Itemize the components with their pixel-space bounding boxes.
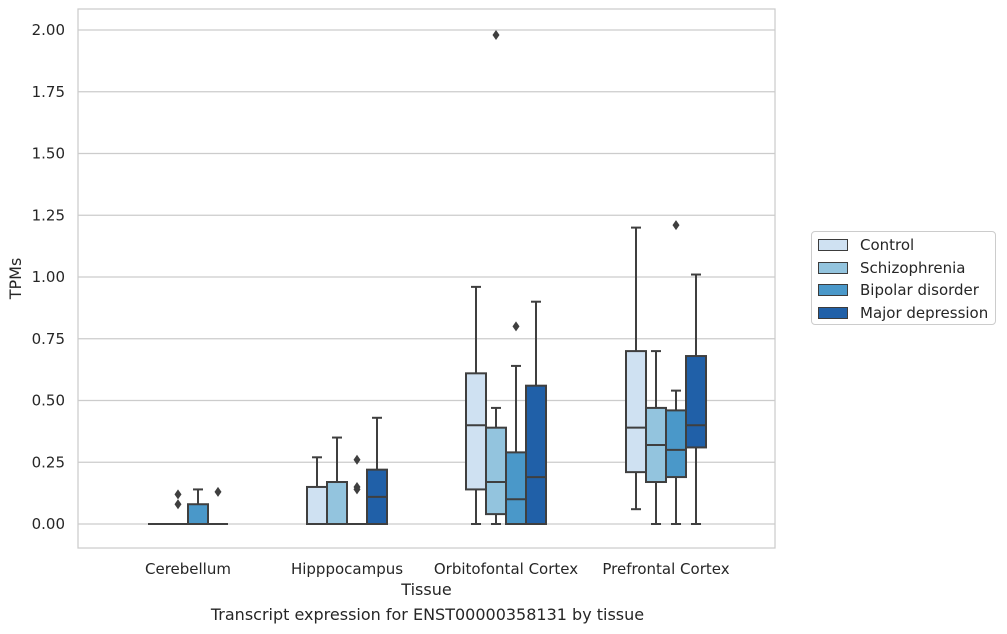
legend-swatch bbox=[818, 239, 848, 251]
box-group bbox=[168, 489, 188, 525]
box bbox=[525, 384, 547, 525]
box-group bbox=[208, 486, 228, 525]
legend-item: Schizophrenia bbox=[818, 257, 965, 279]
x-tick-labels: Cerebellum Hipppocampus Orbitofontal Corte… bbox=[145, 560, 730, 578]
x-tick-label: Hipppocampus bbox=[291, 560, 403, 578]
legend-label: Bipolar disorder bbox=[860, 281, 979, 299]
box-group bbox=[347, 454, 367, 525]
box-group bbox=[625, 226, 647, 511]
legend-swatch bbox=[818, 261, 848, 274]
x-tick-label: Orbitofontal Cortex bbox=[434, 560, 578, 578]
y-tick-label: 0.50 bbox=[32, 392, 65, 410]
box bbox=[326, 481, 348, 526]
outlier-point bbox=[174, 499, 182, 510]
box-group bbox=[485, 29, 507, 525]
outlier-point bbox=[174, 489, 182, 500]
legend-item: Major depression bbox=[818, 302, 988, 324]
box-group bbox=[326, 436, 348, 526]
y-tick-label: 2.00 bbox=[32, 21, 65, 39]
outlier-point bbox=[353, 481, 361, 492]
box-group bbox=[366, 416, 388, 526]
y-tick-label: 0.25 bbox=[32, 453, 65, 471]
y-tick-labels: 0.00 0.25 0.50 0.75 1.00 1.25 1.50 1.75 2.00 bbox=[32, 21, 65, 533]
x-tick-label: Cerebellum bbox=[145, 560, 231, 578]
box bbox=[665, 409, 687, 479]
box bbox=[625, 350, 647, 474]
box-group bbox=[465, 285, 487, 525]
outlier-point bbox=[672, 220, 680, 231]
box bbox=[465, 372, 487, 491]
box bbox=[187, 503, 209, 525]
y-tick-label: 0.00 bbox=[32, 515, 65, 533]
box-groups bbox=[148, 29, 707, 526]
box-group bbox=[685, 273, 707, 525]
legend-swatch bbox=[818, 306, 848, 319]
y-tick-label: 1.50 bbox=[32, 145, 65, 163]
box bbox=[306, 485, 328, 526]
legend-item: Bipolar disorder bbox=[818, 279, 979, 301]
box-group bbox=[306, 456, 328, 526]
legend-swatch bbox=[818, 284, 848, 296]
box-group bbox=[187, 488, 209, 525]
box bbox=[485, 426, 507, 516]
box-group bbox=[525, 300, 547, 525]
plot-frame bbox=[77, 8, 776, 549]
legend: Control Schizophrenia Bipolar disorder Majo… bbox=[811, 231, 996, 325]
outlier-point bbox=[492, 29, 500, 40]
y-tick-label: 1.25 bbox=[32, 206, 65, 224]
legend-label: Control bbox=[860, 236, 915, 254]
y-tick-label: 0.75 bbox=[32, 330, 65, 348]
x-axis-title: Tissue bbox=[400, 580, 451, 599]
legend-item: Control bbox=[818, 234, 914, 256]
box bbox=[505, 451, 527, 525]
y-axis-title: TPMs bbox=[6, 258, 25, 301]
legend-label: Major depression bbox=[860, 303, 989, 322]
y-tick-label: 1.75 bbox=[32, 83, 65, 101]
chart-caption: Transcript expression for ENST0000035813… bbox=[210, 605, 645, 624]
box bbox=[685, 355, 707, 449]
legend-label: Schizophrenia bbox=[860, 258, 966, 277]
outlier-point bbox=[353, 454, 361, 465]
outlier-point bbox=[214, 486, 222, 497]
outlier-point bbox=[512, 321, 520, 332]
x-tick-label: Prefrontal Cortex bbox=[602, 560, 729, 578]
y-tick-label: 1.00 bbox=[32, 268, 65, 286]
